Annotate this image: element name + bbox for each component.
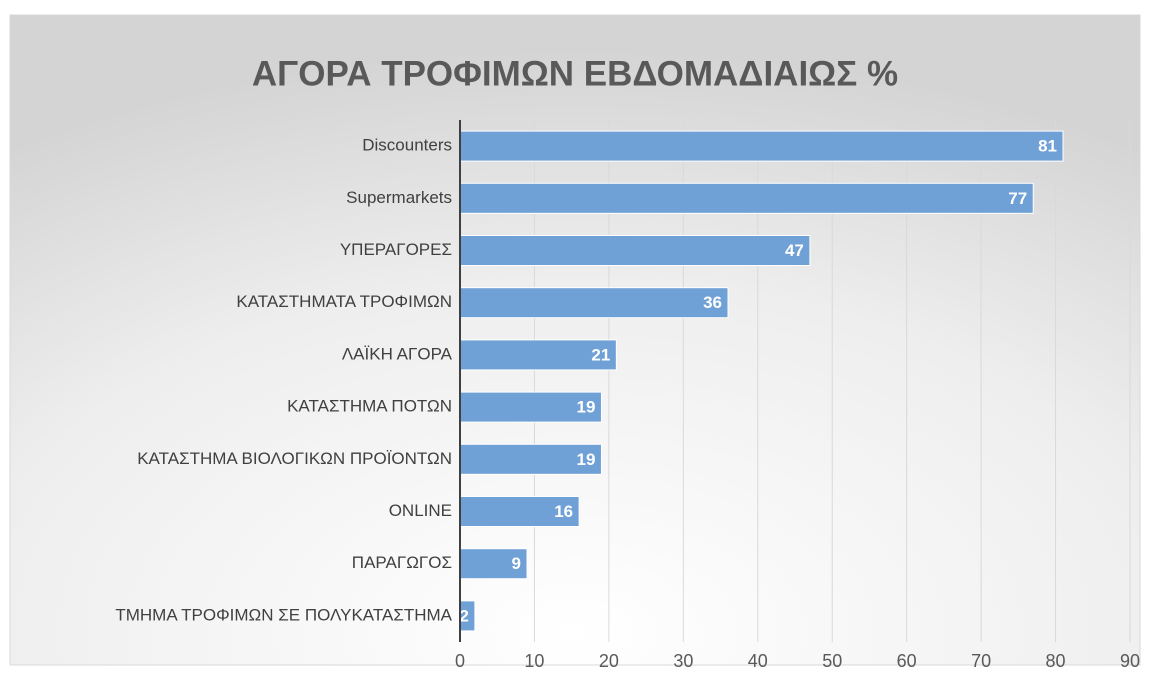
x-tick-label: 20 (599, 651, 619, 671)
bar (459, 235, 811, 266)
y-tick-label: ΚΑΤΑΣΤΗΜΑ ΒΙΟΛΟΓΙΚΩΝ ΠΡΟΪΟΝΤΩΝ (137, 449, 452, 468)
chart-title: ΑΓΟΡΑ ΤΡΟΦΙΜΩΝ ΕΒΔΟΜΑΔΙΑΙΩΣ % (252, 54, 898, 93)
bar (459, 182, 1034, 214)
x-tick-label: 80 (1046, 651, 1066, 671)
x-tick-label: 60 (897, 651, 917, 671)
data-label: 21 (591, 345, 610, 364)
data-label: 47 (785, 241, 804, 260)
x-tick-label: 30 (673, 651, 693, 671)
x-tick-label: 70 (971, 651, 991, 671)
x-tick-label: 0 (455, 651, 465, 671)
data-label: 19 (577, 450, 596, 469)
data-label: 2 (459, 606, 468, 625)
bar (459, 130, 1064, 162)
y-tick-label: Supermarkets (346, 188, 452, 207)
y-tick-label: Discounters (362, 136, 452, 155)
bar (459, 287, 729, 319)
data-label: 77 (1008, 189, 1027, 208)
data-label: 16 (554, 502, 573, 521)
data-label: 81 (1038, 137, 1057, 156)
data-label: 9 (512, 554, 521, 573)
x-tick-label: 90 (1120, 651, 1140, 671)
y-tick-label: ΛΑΪΚΗ ΑΓΟΡΑ (342, 344, 453, 363)
y-tick-label: ΤΜΗΜΑ ΤΡΟΦΙΜΩΝ ΣΕ ΠΟΛΥΚΑΤΑΣΤΗΜΑ (115, 605, 452, 624)
y-tick-label: ΚΑΤΑΣΤΗΜΑΤΑ ΤΡΟΦΙΜΩΝ (236, 292, 452, 311)
y-tick-label: ΚΑΤΑΣΤΗΜΑ ΠΟΤΩΝ (287, 397, 452, 416)
data-label: 19 (577, 398, 596, 417)
x-tick-label: 10 (524, 651, 544, 671)
y-tick-label: ΥΠΕΡΑΓΟΡΕΣ (340, 240, 452, 259)
x-tick-label: 50 (822, 651, 842, 671)
data-label: 36 (703, 293, 722, 312)
x-tick-label: 40 (748, 651, 768, 671)
y-tick-label: ONLINE (389, 501, 452, 520)
y-tick-label: ΠΑΡΑΓΩΓΟΣ (352, 553, 452, 572)
